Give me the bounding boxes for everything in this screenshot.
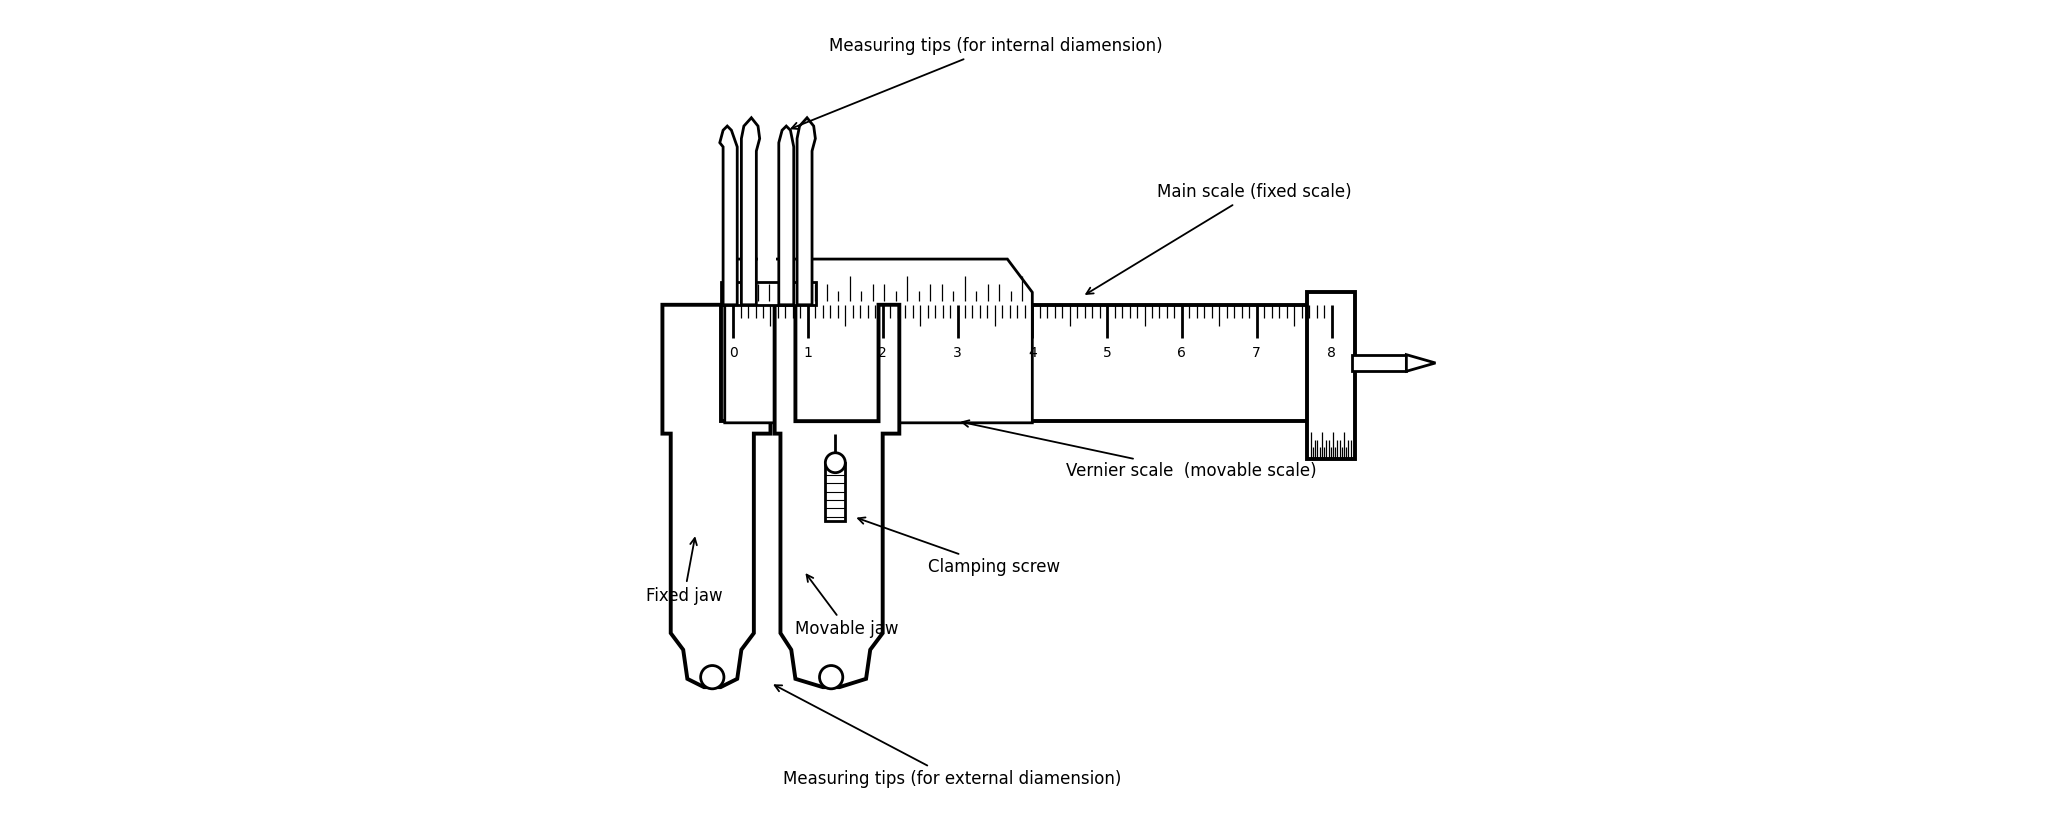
Polygon shape [662,304,770,687]
Polygon shape [774,304,899,687]
Text: Clamping screw: Clamping screw [858,517,1061,575]
Text: Measuring tips (for internal diamension): Measuring tips (for internal diamension) [793,38,1163,129]
Polygon shape [725,259,1032,423]
Text: Measuring tips (for external diamension): Measuring tips (for external diamension) [774,686,1122,787]
Text: Fixed jaw: Fixed jaw [645,538,723,605]
Text: 3: 3 [952,346,963,360]
Bar [1307,292,1356,459]
Text: 4: 4 [1028,346,1036,360]
Text: Movable jaw: Movable jaw [795,575,899,638]
Text: Vernier scale  (movable scale): Vernier scale (movable scale) [963,420,1317,480]
Polygon shape [797,118,815,304]
Circle shape [700,666,723,689]
Polygon shape [778,126,795,304]
Polygon shape [741,118,760,304]
Bar [721,282,817,304]
Bar [1352,354,1407,371]
Text: 0: 0 [729,346,737,360]
Text: 5: 5 [1102,346,1112,360]
Text: 2: 2 [879,346,887,360]
Text: 8: 8 [1327,346,1335,360]
Polygon shape [1407,354,1436,371]
Text: 7: 7 [1253,346,1262,360]
Bar [721,304,1352,421]
Circle shape [825,453,846,473]
Polygon shape [719,126,737,304]
Text: 6: 6 [1178,346,1186,360]
Text: Main scale (fixed scale): Main scale (fixed scale) [1085,183,1352,294]
Bar [758,105,776,304]
Text: 1: 1 [803,346,813,360]
Circle shape [819,666,844,689]
Bar [825,463,846,521]
